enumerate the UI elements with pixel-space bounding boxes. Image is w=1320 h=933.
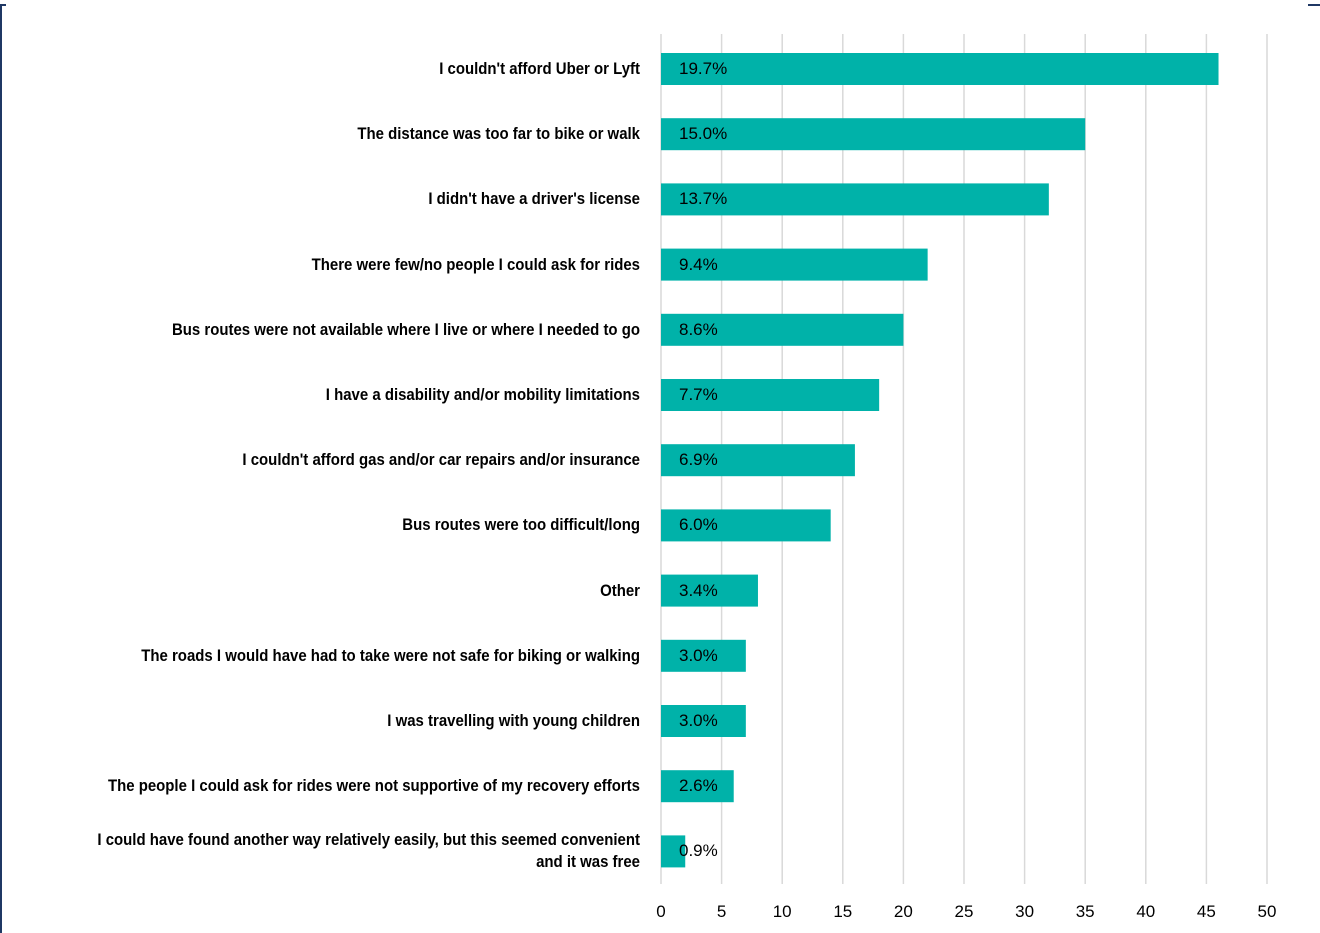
data-label: 3.4% [679, 580, 718, 600]
x-tick-label: 30 [1015, 902, 1035, 921]
category-label: I couldn't afford Uber or Lyft [439, 59, 640, 78]
data-label: 3.0% [679, 711, 718, 730]
x-tick-label: 25 [954, 902, 974, 921]
bar [661, 183, 1049, 216]
data-label: 8.6% [679, 319, 718, 339]
data-label: 0.9% [679, 841, 718, 861]
bar [661, 444, 855, 477]
frame-border-top-left [0, 4, 6, 6]
category-label: I could have found another way relativel… [97, 830, 641, 872]
category-label: The distance was too far to bike or walk [357, 124, 640, 144]
x-tick-label: 0 [656, 902, 666, 921]
bar [661, 509, 831, 542]
bars [661, 53, 1219, 868]
x-tick-label: 50 [1257, 902, 1277, 921]
bar [661, 379, 880, 411]
data-label: 7.7% [679, 385, 718, 404]
category-label: There were few/no people I could ask for… [311, 254, 640, 274]
data-label: 6.0% [679, 515, 718, 535]
bar [661, 770, 734, 803]
category-label: The roads I would have had to take were … [141, 645, 641, 665]
category-label: Bus routes were too difficult/long [402, 515, 640, 535]
category-label: The people I could ask for rides were no… [107, 776, 641, 796]
x-tick-label: 40 [1136, 902, 1156, 921]
category-label: I have a disability and/or mobility limi… [325, 385, 640, 404]
bar [661, 53, 1219, 85]
bar [661, 639, 746, 672]
data-label: 13.7% [679, 189, 728, 209]
x-tick-label: 15 [833, 902, 853, 921]
category-label: I didn't have a driver's license [428, 189, 640, 209]
frame-border-left [0, 4, 2, 933]
data-label: 2.6% [679, 776, 718, 796]
x-tick-label: 45 [1196, 902, 1216, 921]
x-tick-label: 5 [716, 902, 727, 921]
bar [661, 118, 1086, 151]
category-label: I was travelling with young children [387, 711, 640, 730]
bar [661, 313, 904, 346]
category-label: I couldn't afford gas and/or car repairs… [242, 450, 640, 470]
frame-border-top-right [1308, 4, 1320, 6]
category-label: Bus routes were not available where I li… [171, 319, 640, 339]
x-tick-label: 10 [772, 902, 792, 921]
x-tick-label: 35 [1075, 902, 1095, 921]
data-label: 9.4% [679, 254, 718, 274]
data-label: 3.0% [679, 645, 718, 665]
data-label: 19.7% [679, 59, 728, 78]
category-label: Other [600, 580, 640, 600]
bar [661, 835, 686, 868]
data-label: 15.0% [679, 124, 728, 144]
bar [661, 248, 928, 281]
data-label: 6.9% [679, 450, 718, 470]
x-tick-label: 20 [893, 902, 913, 921]
bar [661, 705, 746, 737]
bar [661, 574, 758, 607]
